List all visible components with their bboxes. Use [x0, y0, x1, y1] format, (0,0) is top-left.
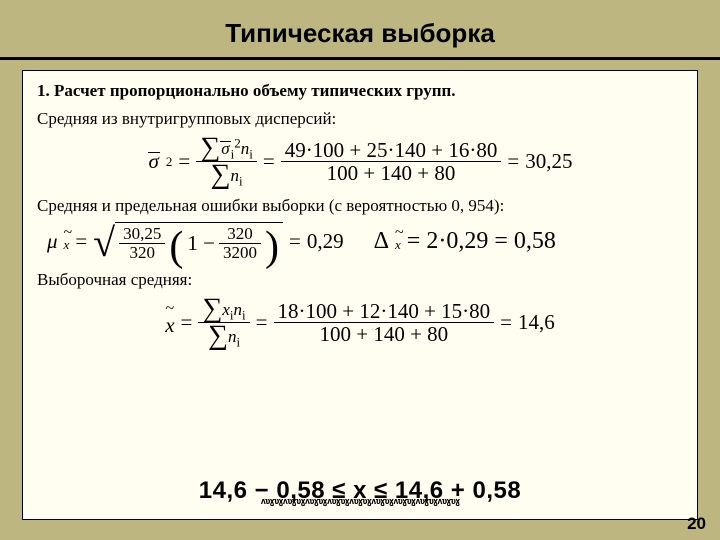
title-underline	[0, 57, 720, 60]
final-inequality: 14,6 − 0,58 ≤ x ≤ 14,6 + 0,58	[23, 477, 697, 509]
title-area: Типическая выборка	[0, 0, 720, 55]
text-line-2: Средняя и предельная ошибки выборки (с в…	[37, 196, 683, 216]
section-heading: 1. Расчет пропорционально объему типичес…	[37, 81, 683, 101]
content-box: 1. Расчет пропорционально объему типичес…	[22, 70, 698, 520]
formula-delta: Δx = 2·0,29 = 0,58	[374, 228, 556, 255]
text-line-1: Средняя из внутригрупповых дисперсий:	[37, 109, 683, 129]
text-line-3: Выборочная средняя:	[37, 270, 683, 290]
formula-mean: x = ∑xini ∑ni = 18·100 + 12·140 + 15·80 …	[37, 296, 683, 349]
formula-errors-row: μx = √ 30,25 320 ( 1 − 320 3200	[47, 222, 683, 262]
formula-variance: σ2 = ∑σi2ni ∑ni = 49·100 + 25·140 + 16·8…	[37, 135, 683, 188]
page-number: 20	[687, 514, 706, 534]
page-title: Типическая выборка	[0, 18, 720, 49]
formula-mu: μx = √ 30,25 320 ( 1 − 320 3200	[47, 222, 344, 262]
